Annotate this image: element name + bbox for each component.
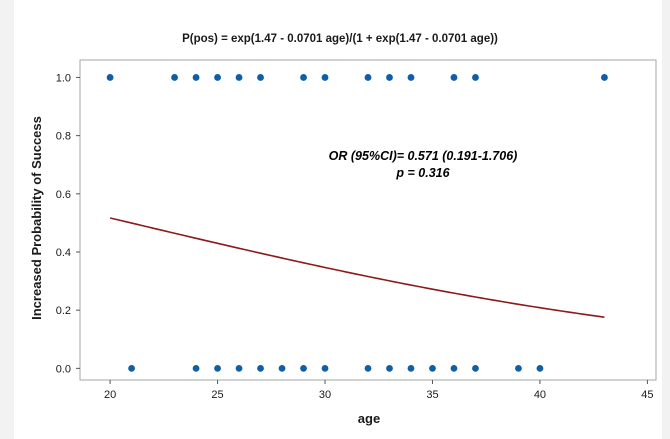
x-tick-label: 20 [104, 389, 116, 401]
data-point [386, 364, 393, 372]
x-tick-label: 45 [641, 389, 653, 401]
chart-title: P(pos) = exp(1.47 - 0.0701 age)/(1 + exp… [182, 33, 498, 45]
data-point [171, 74, 178, 81]
p-value-annotation: p = 0.316 [395, 166, 450, 180]
data-point [214, 74, 221, 81]
data-point [450, 364, 458, 372]
data-point [192, 364, 200, 372]
y-tick-label: 0.2 [56, 305, 71, 317]
x-tick-label: 40 [534, 389, 546, 401]
data-point [386, 74, 393, 81]
data-point [235, 364, 243, 372]
y-tick-label: 0.6 [56, 189, 71, 201]
y-tick-label: 0.4 [56, 247, 71, 259]
data-point [257, 364, 264, 372]
y-axis: 0.0 0.2 0.4 0.6 0.8 1.0 [56, 72, 80, 375]
x-tick-label: 35 [426, 389, 438, 401]
data-point [257, 74, 264, 81]
data-point [407, 74, 415, 81]
data-point [321, 74, 329, 81]
data-point [472, 74, 479, 81]
data-point [214, 364, 221, 372]
y-tick-label: 0.0 [56, 363, 71, 375]
y-tick-label: 0.8 [56, 131, 71, 143]
data-point [235, 74, 243, 81]
data-point [429, 364, 436, 372]
data-point [601, 74, 608, 81]
x-axis: 20 25 30 35 40 45 [104, 380, 654, 401]
chart-figure: P(pos) = exp(1.47 - 0.0701 age)/(1 + exp… [14, 0, 662, 439]
x-tick-label: 30 [319, 389, 331, 401]
data-point [364, 364, 372, 372]
data-point [515, 364, 522, 372]
plot-area [79, 59, 657, 381]
data-point [300, 74, 307, 81]
chart-svg: P(pos) = exp(1.47 - 0.0701 age)/(1 + exp… [29, 33, 657, 426]
data-point [192, 74, 200, 81]
fitted-logistic-curve [109, 217, 605, 318]
data-point [407, 364, 415, 372]
data-point [472, 364, 479, 372]
data-point [364, 74, 372, 81]
x-tick-label: 25 [211, 389, 223, 401]
y-tick-label: 1.0 [56, 72, 71, 84]
data-point [450, 74, 458, 81]
data-point [321, 364, 329, 372]
x-axis-label: age [358, 411, 380, 426]
y-axis-label: Increased Probability of Success [29, 116, 44, 320]
data-point [128, 364, 135, 372]
data-points [106, 74, 608, 372]
odds-ratio-annotation: OR (95%CI)= 0.571 (0.191-1.706) [329, 149, 518, 163]
data-point [106, 74, 114, 81]
data-point [536, 364, 544, 372]
data-point [300, 364, 307, 372]
data-point [278, 364, 286, 372]
